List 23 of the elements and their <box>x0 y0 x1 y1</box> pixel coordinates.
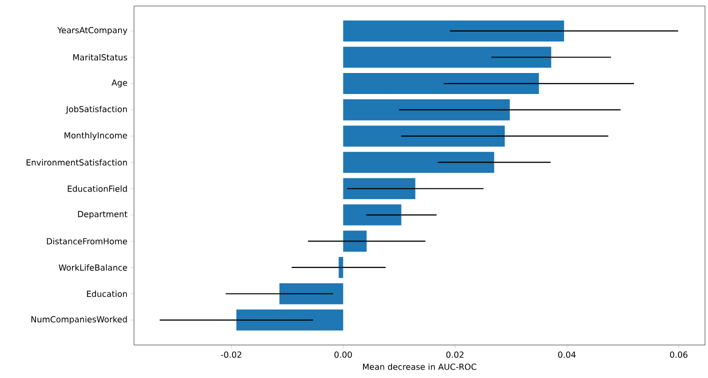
y-tick-label: MonthlyIncome <box>64 132 128 140</box>
x-tick-label: 0.06 <box>670 351 688 358</box>
y-tick-label: WorkLifeBalance <box>58 264 128 271</box>
bar <box>338 256 344 278</box>
bar <box>343 73 539 94</box>
y-tick-label: EnvironmentSatisfaction <box>26 159 127 166</box>
y-tick-label: DistanceFromHome <box>46 238 128 244</box>
x-tick-label: 0.02 <box>446 351 464 358</box>
y-tick-label: NumCompaniesWorked <box>31 316 127 324</box>
y-tick-label: JobSatisfaction <box>66 106 127 114</box>
y-tick-label: Education <box>87 290 127 297</box>
x-tick-label: 0.04 <box>558 351 576 358</box>
x-tick-label: -0.02 <box>220 351 242 358</box>
y-tick-label: MaritalStatus <box>73 54 128 60</box>
bar <box>343 230 367 252</box>
y-tick-label: EducationField <box>68 185 127 192</box>
x-tick-label: 0.00 <box>334 351 352 358</box>
y-tick-label: Age <box>112 80 128 88</box>
x-axis-title: Mean decrease in AUC-ROC <box>363 363 476 370</box>
bar <box>343 46 552 68</box>
y-tick-label: YearsAtCompany <box>57 27 128 35</box>
y-tick-label: Department <box>78 211 128 219</box>
bar <box>343 152 494 173</box>
